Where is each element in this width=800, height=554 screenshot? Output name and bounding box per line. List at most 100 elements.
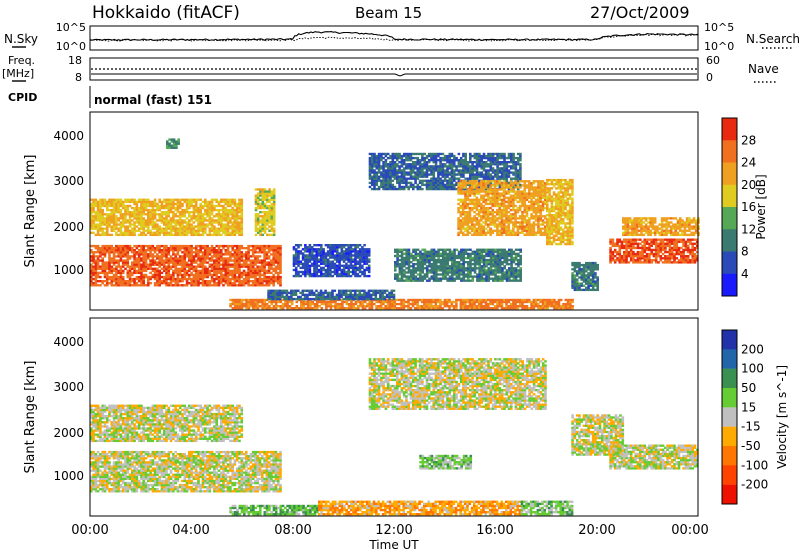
power-cell — [363, 252, 366, 255]
power-cell — [285, 297, 289, 301]
power-cell — [119, 271, 123, 275]
power-cell — [363, 260, 366, 263]
power-cell — [482, 254, 486, 258]
power-cell — [99, 229, 102, 232]
power-cell — [492, 265, 495, 268]
power-cell — [167, 233, 171, 237]
power-cell — [398, 156, 401, 160]
power-cell — [160, 259, 164, 262]
power-cell — [240, 307, 244, 310]
power-cell — [96, 213, 100, 216]
power-cell — [175, 142, 178, 145]
power-cell — [460, 267, 463, 270]
power-cell — [224, 229, 228, 232]
power-cell — [398, 171, 401, 174]
power-cell — [96, 255, 100, 258]
power-cell — [471, 250, 475, 253]
power-cell — [461, 305, 465, 308]
power-cell — [163, 282, 166, 285]
power-cell — [137, 213, 141, 216]
power-cell — [494, 258, 497, 262]
power-cell — [101, 280, 104, 283]
power-cell — [185, 227, 189, 230]
power-cell — [233, 208, 237, 212]
power-cell — [311, 300, 314, 304]
power-cell — [169, 280, 173, 283]
power-cell — [251, 263, 255, 266]
power-cell — [224, 277, 228, 281]
power-cell — [375, 183, 379, 187]
power-cell — [450, 302, 454, 306]
power-cell — [197, 206, 200, 210]
power-cell — [553, 300, 556, 304]
power-cell — [380, 165, 383, 168]
power-cell — [261, 282, 264, 285]
power-cell — [90, 269, 93, 273]
power-cell — [251, 269, 255, 273]
power-cell — [149, 244, 152, 248]
power-cell — [285, 295, 289, 299]
power-cell — [233, 302, 237, 306]
power-cell — [178, 206, 182, 210]
power-cell — [365, 248, 369, 251]
power-cell — [407, 252, 411, 256]
power-cell — [396, 171, 399, 174]
power-cell — [281, 289, 284, 292]
power-cell — [376, 289, 380, 292]
power-cell — [235, 247, 239, 250]
power-cell — [391, 175, 395, 178]
power-cell — [340, 291, 343, 295]
power-cell — [462, 277, 465, 280]
power-cell — [183, 233, 187, 237]
power-cell — [206, 219, 209, 222]
power-cell — [185, 255, 189, 258]
power-cell — [263, 305, 267, 308]
power-cell — [265, 305, 269, 308]
power-cell — [133, 271, 136, 275]
power-cell — [160, 282, 164, 285]
power-cell — [396, 152, 399, 156]
power-cell — [503, 275, 506, 278]
power-cell — [213, 269, 216, 273]
power-cell — [101, 267, 104, 270]
power-cell — [292, 297, 295, 301]
power-cell — [215, 277, 218, 281]
power-cell — [133, 259, 136, 262]
power-cell — [476, 275, 479, 278]
power-cell — [294, 256, 298, 259]
power-cell — [331, 248, 334, 251]
power-cell — [121, 215, 125, 218]
power-cell — [144, 204, 148, 208]
power-cell — [496, 275, 500, 278]
power-cell — [229, 227, 232, 230]
power-cell — [169, 206, 173, 210]
power-cell — [142, 198, 145, 201]
power-cell — [345, 262, 348, 265]
power-cell — [358, 289, 362, 292]
power-cell — [437, 273, 440, 276]
power-cell — [304, 268, 307, 272]
power-cell — [297, 295, 300, 299]
power-cell — [441, 269, 445, 272]
power-cell — [270, 271, 273, 275]
power-cell — [324, 295, 327, 299]
power-cell — [411, 300, 415, 304]
power-cell — [375, 300, 378, 304]
power-cell — [425, 250, 429, 253]
power-cell — [115, 215, 118, 218]
power-cell — [131, 223, 134, 226]
power-cell — [167, 249, 171, 252]
power-cell — [110, 219, 114, 222]
power-cell — [256, 273, 259, 277]
power-cell — [192, 282, 196, 285]
power-cell — [215, 208, 218, 212]
power-cell — [96, 244, 100, 248]
power-cell — [320, 248, 323, 251]
power-cell — [423, 277, 427, 280]
power-cell — [181, 215, 184, 218]
power-cell — [329, 307, 333, 310]
power-cell — [190, 255, 193, 258]
power-cell — [478, 263, 481, 266]
power-cell — [398, 185, 401, 189]
power-cell — [267, 277, 271, 281]
